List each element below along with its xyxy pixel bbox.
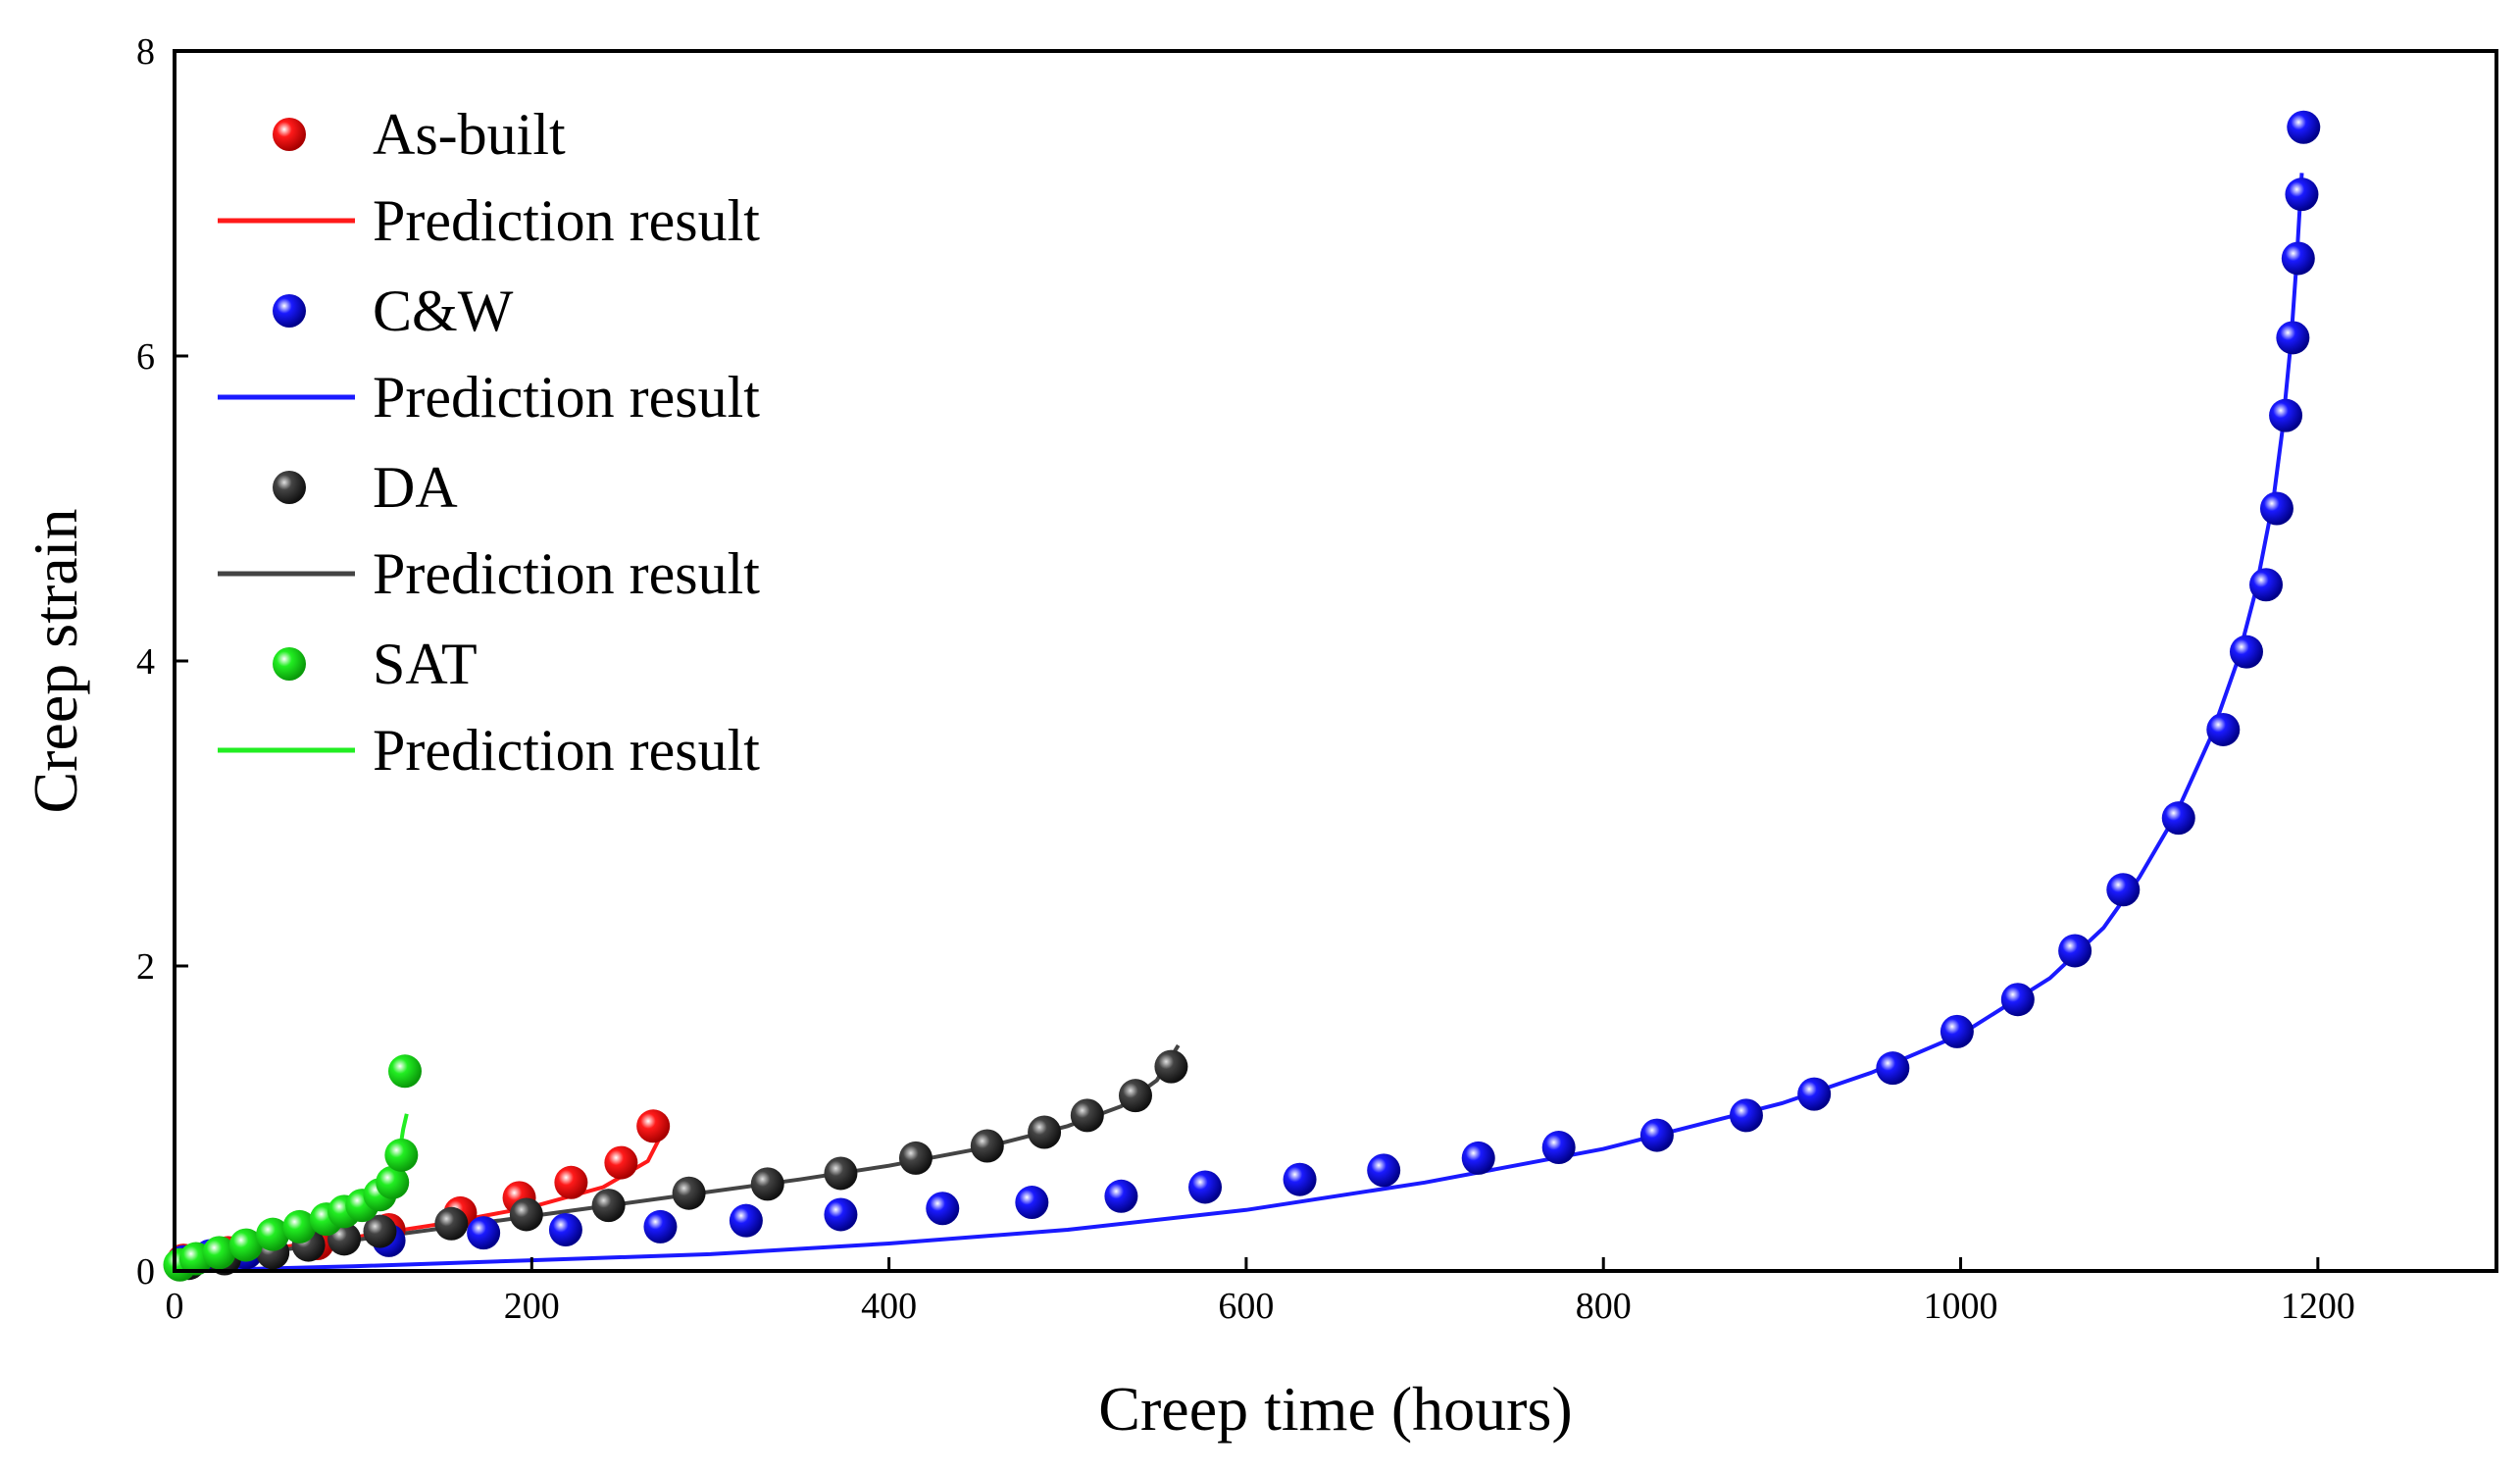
c-w-legend-marker xyxy=(273,294,306,328)
c-w-point xyxy=(1541,1131,1576,1165)
da-point xyxy=(898,1141,932,1175)
da-point xyxy=(824,1156,858,1191)
x-tick-label: 800 xyxy=(1576,1286,1632,1327)
c-w-point xyxy=(2106,873,2141,907)
as-built-legend-label: As-built xyxy=(373,102,566,167)
c-w-point xyxy=(1104,1179,1138,1213)
c-w-point xyxy=(2259,491,2293,526)
da-prediction-legend-label: Prediction result xyxy=(373,541,760,606)
sat-legend-marker xyxy=(273,647,306,681)
da-legend-label: DA xyxy=(373,455,458,520)
da-point xyxy=(363,1214,397,1248)
c-w-point xyxy=(2000,983,2035,1017)
data-points xyxy=(163,110,2321,1282)
x-tick-label: 200 xyxy=(504,1286,560,1327)
y-tick-label: 4 xyxy=(136,641,155,683)
as-built-point xyxy=(604,1145,638,1180)
c-w-point xyxy=(1367,1153,1401,1188)
sat-point xyxy=(228,1228,263,1262)
c-w-point xyxy=(2281,241,2315,276)
y-tick-label: 2 xyxy=(136,946,155,988)
as-built-point xyxy=(554,1165,588,1199)
da-point xyxy=(509,1197,543,1232)
as-built-prediction-legend-label: Prediction result xyxy=(373,188,760,253)
c-w-point xyxy=(2058,934,2092,968)
as-built-legend-marker xyxy=(273,118,306,151)
c-w-point xyxy=(824,1197,858,1232)
c-w-point xyxy=(729,1203,763,1238)
c-w-point xyxy=(1639,1118,1674,1152)
x-tick-label: 1200 xyxy=(2281,1286,2355,1327)
c-w-point xyxy=(2285,178,2319,212)
c-w-point xyxy=(2287,110,2321,144)
sat-point xyxy=(384,1138,419,1172)
da-point xyxy=(434,1206,469,1241)
da-point xyxy=(591,1189,626,1223)
c-w-point xyxy=(926,1192,960,1226)
da-point xyxy=(1154,1049,1188,1084)
axis-ticks: 0 200 400 600 800 1000 1200 0 2 4 6 8 xyxy=(136,31,2355,1327)
x-tick-label: 0 xyxy=(166,1286,184,1327)
da-point xyxy=(672,1176,706,1210)
plot-background xyxy=(175,51,2496,1271)
sat-point xyxy=(387,1054,422,1089)
c-w-point xyxy=(1188,1170,1223,1204)
x-axis-title: Creep time (hours) xyxy=(1098,1374,1572,1444)
as-built-point xyxy=(636,1109,671,1143)
x-tick-label: 1000 xyxy=(1924,1286,1998,1327)
c-w-point xyxy=(1797,1077,1832,1111)
c-w-point xyxy=(1461,1141,1495,1175)
x-tick-label: 400 xyxy=(861,1286,917,1327)
c-w-point xyxy=(1283,1162,1317,1196)
y-tick-label: 0 xyxy=(136,1251,155,1293)
c-w-point xyxy=(1940,1014,1974,1048)
y-axis-title: Creep strain xyxy=(21,509,90,814)
c-w-point xyxy=(2206,712,2241,746)
y-tick-label: 6 xyxy=(136,336,155,378)
da-point xyxy=(970,1129,1004,1163)
c-w-point xyxy=(1729,1098,1763,1133)
sat-point xyxy=(202,1236,236,1270)
c-w-point xyxy=(2161,801,2195,836)
da-point xyxy=(750,1167,784,1201)
legend: As-built Prediction result C&W Prediction r… xyxy=(218,102,760,783)
sat-point xyxy=(376,1165,410,1199)
da-point xyxy=(1118,1079,1152,1113)
y-tick-label: 8 xyxy=(136,31,155,73)
c-w-point xyxy=(548,1213,582,1247)
da-legend-marker xyxy=(273,471,306,504)
c-w-point xyxy=(2229,634,2263,669)
c-w-prediction-legend-label: Prediction result xyxy=(373,365,760,430)
c-w-point xyxy=(1015,1186,1049,1220)
sat-prediction-legend-label: Prediction result xyxy=(373,718,760,783)
sat-point xyxy=(256,1217,290,1251)
sat-legend-label: SAT xyxy=(373,632,478,696)
c-w-point xyxy=(2269,398,2303,432)
sat-point xyxy=(282,1209,317,1244)
c-w-point xyxy=(2249,568,2284,602)
c-w-point xyxy=(467,1216,501,1250)
da-point xyxy=(1070,1098,1104,1133)
da-point xyxy=(1028,1115,1062,1149)
c-w-point xyxy=(2276,321,2310,355)
c-w-point xyxy=(643,1209,678,1244)
x-tick-label: 600 xyxy=(1218,1286,1274,1327)
c-w-point xyxy=(1876,1051,1910,1086)
c-w-legend-label: C&W xyxy=(373,279,514,343)
